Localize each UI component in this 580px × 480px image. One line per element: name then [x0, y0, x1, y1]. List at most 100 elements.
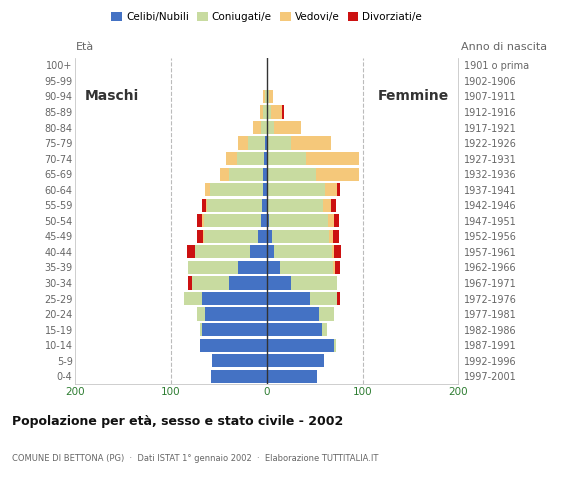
Bar	[263, 90, 265, 103]
Bar	[263, 168, 267, 181]
Bar	[265, 90, 267, 103]
Bar	[248, 136, 265, 150]
Bar	[329, 230, 333, 243]
Bar	[268, 152, 306, 165]
Bar	[282, 106, 284, 119]
Bar	[200, 338, 267, 352]
Text: Popolazione per età, sesso e stato civile - 2002: Popolazione per età, sesso e stato civil…	[12, 415, 343, 428]
Bar	[188, 261, 238, 274]
Bar	[204, 214, 261, 228]
Bar	[322, 323, 327, 336]
Bar	[334, 214, 339, 228]
Bar	[188, 276, 192, 289]
Bar	[267, 338, 334, 352]
Bar	[267, 261, 280, 274]
Bar	[197, 230, 202, 243]
Bar	[205, 199, 208, 212]
Bar	[267, 136, 291, 150]
Bar	[265, 136, 267, 150]
Bar	[268, 168, 316, 181]
Bar	[192, 276, 229, 289]
Bar	[195, 245, 249, 259]
Bar	[267, 370, 317, 383]
Bar	[205, 308, 267, 321]
Bar	[268, 199, 323, 212]
Bar	[262, 199, 267, 212]
Bar	[211, 370, 267, 383]
Bar	[267, 245, 274, 259]
Bar	[323, 199, 331, 212]
Bar	[249, 245, 267, 259]
Bar	[267, 168, 268, 181]
Bar	[202, 199, 205, 212]
Legend: Celibi/Nubili, Coniugati/e, Vedovi/e, Divorziati/e: Celibi/Nubili, Coniugati/e, Vedovi/e, Di…	[107, 8, 426, 26]
Bar	[334, 245, 342, 259]
Bar	[267, 308, 320, 321]
Bar	[261, 214, 267, 228]
Bar	[253, 121, 261, 134]
Bar	[211, 183, 263, 196]
Bar	[269, 90, 274, 103]
Bar	[226, 152, 237, 165]
Bar	[200, 323, 202, 336]
Bar	[197, 308, 205, 321]
Bar	[291, 136, 331, 150]
Text: Età: Età	[75, 42, 93, 52]
Bar	[212, 354, 267, 367]
Bar	[263, 106, 267, 119]
Bar	[261, 121, 267, 134]
Bar	[332, 245, 334, 259]
Bar	[220, 168, 230, 181]
Bar	[336, 292, 340, 305]
Bar	[271, 106, 282, 119]
Bar	[267, 323, 322, 336]
Bar	[197, 214, 202, 228]
Bar	[334, 338, 336, 352]
Text: Femmine: Femmine	[378, 89, 449, 104]
Bar	[204, 230, 258, 243]
Bar	[267, 106, 271, 119]
Bar	[267, 183, 268, 196]
Bar	[267, 292, 310, 305]
Bar	[268, 183, 325, 196]
Bar	[310, 292, 336, 305]
Bar	[280, 261, 333, 274]
Bar	[336, 183, 340, 196]
Bar	[238, 136, 248, 150]
Bar	[269, 214, 328, 228]
Bar	[229, 276, 267, 289]
Text: Maschi: Maschi	[85, 89, 139, 104]
Bar	[202, 214, 204, 228]
Bar	[267, 121, 274, 134]
Bar	[274, 121, 301, 134]
Bar	[306, 152, 358, 165]
Bar	[205, 183, 211, 196]
Bar	[263, 183, 267, 196]
Bar	[267, 152, 268, 165]
Text: COMUNE DI BETTONA (PG)  ·  Dati ISTAT 1° gennaio 2002  ·  Elaborazione TUTTITALI: COMUNE DI BETTONA (PG) · Dati ISTAT 1° g…	[12, 454, 378, 463]
Bar	[267, 199, 268, 212]
Bar	[316, 168, 358, 181]
Text: Anno di nascita: Anno di nascita	[461, 42, 547, 52]
Bar	[202, 230, 204, 243]
Bar	[267, 276, 291, 289]
Bar	[202, 323, 267, 336]
Bar	[258, 230, 267, 243]
Bar	[267, 354, 324, 367]
Bar	[267, 214, 269, 228]
Bar	[238, 261, 267, 274]
Bar	[325, 183, 336, 196]
Bar	[271, 230, 329, 243]
Bar	[267, 90, 269, 103]
Bar	[320, 308, 334, 321]
Bar	[335, 261, 340, 274]
Bar	[274, 245, 332, 259]
Bar	[237, 152, 264, 165]
Bar	[291, 276, 336, 289]
Bar	[208, 199, 262, 212]
Bar	[328, 214, 334, 228]
Bar	[331, 199, 336, 212]
Bar	[187, 245, 195, 259]
Bar	[333, 261, 335, 274]
Bar	[260, 106, 263, 119]
